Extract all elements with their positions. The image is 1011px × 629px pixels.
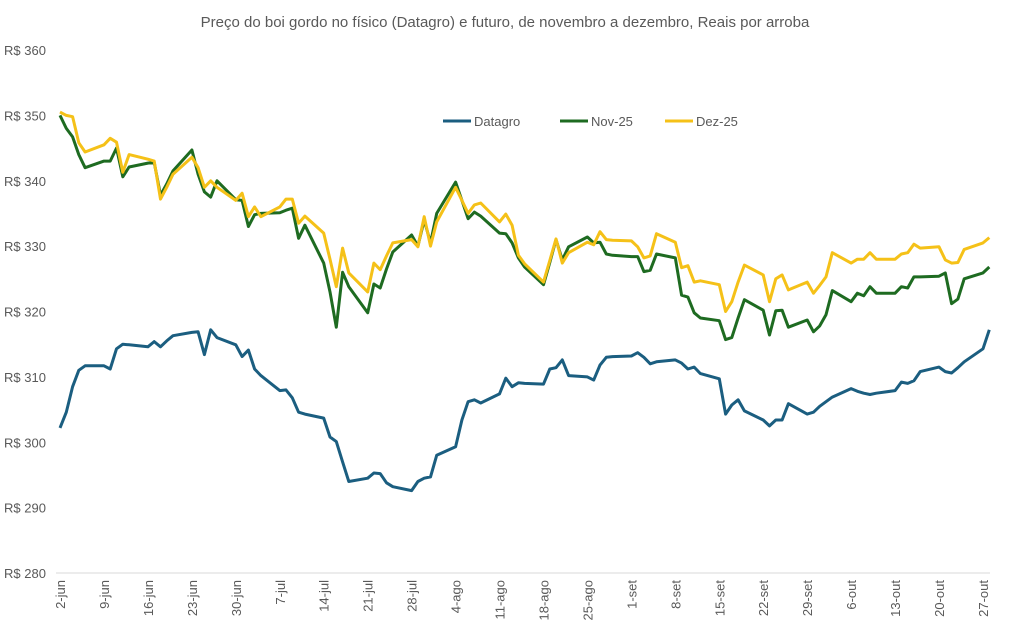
x-tick-label: 28-jul — [405, 580, 420, 612]
x-axis: 2-jun 9-jun 16-jun 23-jun 30-jun 7-jul 14-jul 2… — [53, 580, 991, 621]
y-tick-label: R$ 310 — [4, 370, 46, 385]
series-line-dez-25 — [59, 110, 991, 313]
legend-label: Dez-25 — [696, 114, 738, 129]
y-tick-label: R$ 280 — [4, 566, 46, 581]
x-tick-label: 18-ago — [536, 580, 551, 620]
x-tick-label: 21-jul — [361, 580, 376, 612]
x-tick-label: 22-set — [756, 580, 771, 617]
y-tick-label: R$ 290 — [4, 501, 46, 516]
x-tick-label: 23-jun — [185, 580, 200, 616]
legend-label: Nov-25 — [591, 114, 633, 129]
chart-title: Preço do boi gordo no físico (Datagro) e… — [201, 14, 810, 31]
y-axis: R$ 280 R$ 290 R$ 300 R$ 310 R$ 320 R$ 330 R$ 3… — [4, 43, 46, 581]
y-tick-label: R$ 360 — [4, 43, 46, 58]
x-tick-label: 25-ago — [580, 580, 595, 620]
legend-item-datagro: Datagro — [443, 114, 520, 129]
legend-item-nov-25: Nov-25 — [560, 114, 633, 129]
x-tick-label: 20-out — [932, 580, 947, 617]
series-line-nov-25 — [58, 114, 991, 342]
x-tick-label: 16-jun — [141, 580, 156, 616]
legend-item-dez-25: Dez-25 — [665, 114, 738, 129]
x-tick-label: 14-jul — [317, 580, 332, 612]
x-tick-label: 9-jun — [97, 580, 112, 609]
x-tick-label: 29-set — [800, 580, 815, 617]
x-tick-label: 13-out — [888, 580, 903, 617]
series-line-datagro — [58, 328, 991, 493]
legend: Datagro Nov-25 Dez-25 — [443, 114, 738, 129]
x-tick-label: 1-set — [624, 580, 639, 609]
x-tick-label: 15-set — [712, 580, 727, 617]
x-tick-label: 6-out — [844, 580, 859, 610]
x-tick-label: 30-jun — [229, 580, 244, 616]
x-tick-label: 27-out — [976, 580, 991, 617]
y-tick-label: R$ 330 — [4, 239, 46, 254]
x-tick-label: 11-ago — [493, 580, 508, 620]
series-lines — [58, 110, 991, 493]
y-tick-label: R$ 300 — [4, 435, 46, 450]
x-tick-label: 4-ago — [449, 580, 464, 613]
legend-label: Datagro — [474, 114, 520, 129]
x-tick-label: 2-jun — [53, 580, 68, 609]
x-tick-label: 8-set — [668, 580, 683, 609]
y-tick-label: R$ 350 — [4, 108, 46, 123]
y-tick-label: R$ 340 — [4, 174, 46, 189]
y-tick-label: R$ 320 — [4, 305, 46, 320]
x-tick-label: 7-jul — [273, 580, 288, 605]
